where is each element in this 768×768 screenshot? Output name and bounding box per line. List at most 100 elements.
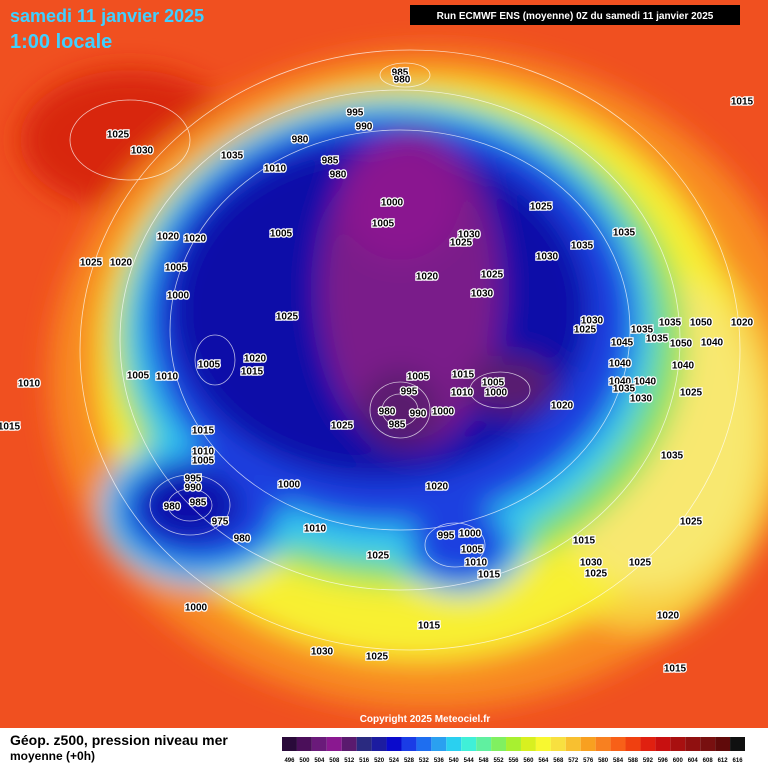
isobar-label: 1040 — [701, 338, 724, 349]
legend-swatch — [625, 737, 641, 751]
isobar-label: 990 — [410, 409, 427, 420]
field — [0, 0, 768, 728]
isobar-label: 1020 — [157, 232, 180, 243]
isobar-label: 1015 — [731, 97, 754, 108]
isobar-label: 1000 — [185, 603, 208, 614]
legend-label: 572 — [568, 758, 579, 764]
legend-swatch — [730, 737, 745, 751]
run-box — [410, 5, 740, 25]
isobar-label: 1005 — [165, 263, 188, 274]
legend-label: 616 — [733, 758, 744, 764]
isobar-label: 1035 — [221, 151, 244, 162]
footer-title: Géop. z500, pression niveau mer — [10, 732, 228, 748]
isobar-label: 1025 — [366, 652, 389, 663]
isobar-label: 985 — [190, 498, 207, 509]
isobar-label: 1025 — [680, 388, 703, 399]
legend-label: 588 — [628, 758, 639, 764]
isobar-label: 1010 — [304, 524, 327, 535]
isobar-label: 1005 — [372, 219, 395, 230]
isobar-label: 1000 — [459, 529, 482, 540]
isobar-label: 1040 — [609, 359, 632, 370]
isobar-label: 1025 — [107, 130, 130, 141]
isobar-label: 1025 — [629, 558, 652, 569]
isobar-label: 995 — [185, 474, 202, 485]
isobar-label: 985 — [389, 420, 406, 431]
isobar-label: 1030 — [458, 230, 481, 241]
isobar-label: 1020 — [426, 482, 449, 493]
legend-label: 516 — [359, 758, 370, 764]
legend-label: 496 — [284, 758, 295, 764]
isobar-label: 1025 — [530, 202, 553, 213]
legend-swatch — [296, 737, 312, 751]
isobar-label: 1005 — [198, 360, 221, 371]
isobar-label: 1035 — [571, 241, 594, 252]
legend-swatch — [386, 737, 402, 751]
isobar-label: 1030 — [471, 289, 494, 300]
isobar-label: 1000 — [485, 388, 508, 399]
legend-swatch — [401, 737, 417, 751]
isobar-label: 1045 — [611, 338, 634, 349]
isobar-label: 980 — [394, 75, 411, 86]
isobar-label: 1030 — [131, 146, 154, 157]
legend-label: 512 — [344, 758, 355, 764]
legend-label: 552 — [494, 758, 505, 764]
legend-label: 608 — [703, 758, 714, 764]
isobar-label: 1025 — [450, 238, 473, 249]
isobar-label: 1025 — [574, 325, 597, 336]
legend-swatch — [282, 737, 297, 751]
isobar-label: 1040 — [609, 377, 632, 388]
legend-swatch — [520, 737, 536, 751]
isobar-label: 1005 — [127, 371, 150, 382]
isobar-label: 1015 — [573, 536, 596, 547]
legend-swatch — [371, 737, 387, 751]
isobar-label: 1010 — [264, 164, 287, 175]
isobar-label: 1000 — [167, 291, 190, 302]
footer-subtitle: moyenne (+0h) — [10, 749, 95, 763]
legend-swatch — [461, 737, 477, 751]
isobar-label: 1040 — [634, 377, 657, 388]
isobar-label: 985 — [392, 68, 409, 79]
isobar-label: 1050 — [690, 318, 713, 329]
isobar-label: 995 — [438, 531, 455, 542]
isobar-label: 1035 — [613, 228, 636, 239]
legend-swatch — [326, 737, 342, 751]
legend-swatch — [431, 737, 447, 751]
legend-swatch — [715, 737, 731, 751]
legend-label: 568 — [553, 758, 564, 764]
legend-swatch — [535, 737, 551, 751]
isobar-label: 1050 — [670, 339, 693, 350]
isobar-label: 1000 — [381, 198, 404, 209]
isobar-label: 1015 — [192, 426, 215, 437]
isobar-label: 1010 — [465, 558, 488, 569]
isobar-label: 1020 — [731, 318, 754, 329]
isobar-label: 1015 — [452, 370, 475, 381]
legend-label: 544 — [464, 758, 475, 764]
legend-swatch — [685, 737, 701, 751]
isobar-label: 1025 — [80, 258, 103, 269]
isobar-label: 980 — [379, 407, 396, 418]
isobar-label: 1020 — [244, 354, 267, 365]
isobar-label: 1020 — [551, 401, 574, 412]
legend-label: 532 — [419, 758, 430, 764]
isobar-label: 1025 — [481, 270, 504, 281]
date: samedi 11 janvier 2025 — [10, 6, 204, 26]
isobar-label: 1025 — [367, 551, 390, 562]
legend-label: 524 — [389, 758, 400, 764]
legend-swatch — [640, 737, 656, 751]
isobar-label: 1030 — [581, 316, 604, 327]
legend-label: 564 — [538, 758, 549, 764]
legend-label: 508 — [329, 758, 340, 764]
isobar-label: 1020 — [184, 234, 207, 245]
isobar-label: 1005 — [461, 545, 484, 556]
isobar-label: 1015 — [478, 570, 501, 581]
isobar-label: 990 — [356, 122, 373, 133]
legend-swatch — [491, 737, 507, 751]
isobar-label: 995 — [347, 108, 364, 119]
legend-swatch — [476, 737, 492, 751]
isobar-label: 980 — [292, 135, 309, 146]
legend-swatch — [416, 737, 432, 751]
legend-label: 592 — [643, 758, 654, 764]
isobar-label: 1035 — [661, 451, 684, 462]
